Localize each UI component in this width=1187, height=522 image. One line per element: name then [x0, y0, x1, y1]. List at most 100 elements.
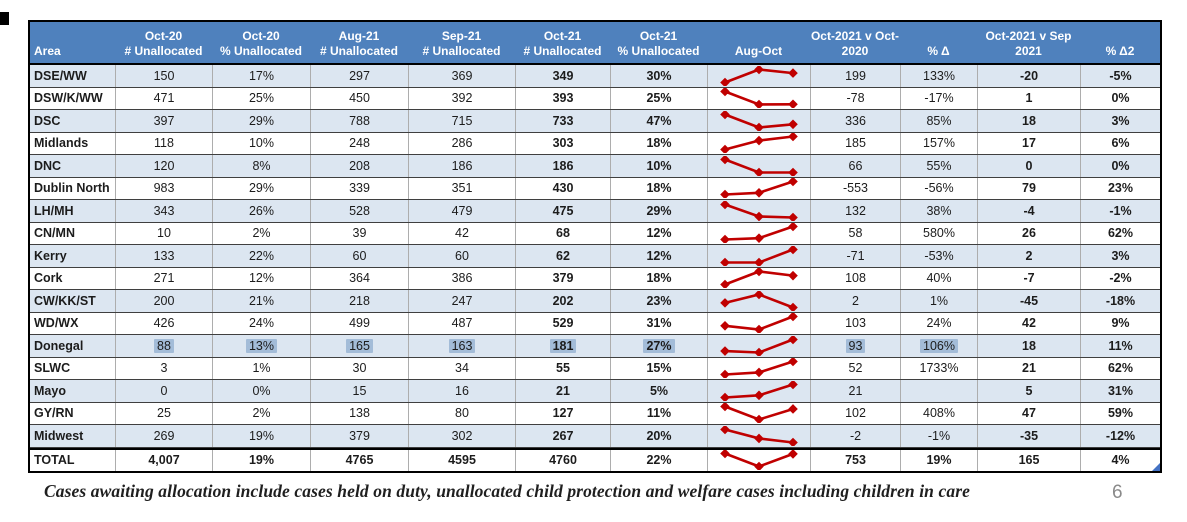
cell-value: 47%	[646, 113, 672, 128]
cell-value: 19%	[248, 453, 275, 468]
cell-value: 59%	[1107, 406, 1134, 421]
cell-aug21: 528	[310, 200, 408, 222]
cell-oct21_n: 267	[515, 425, 610, 447]
cell-sep21: 247	[408, 290, 515, 312]
cell-value: 30	[352, 361, 367, 376]
cell-value: 88	[154, 338, 174, 353]
sparkline-aug-oct	[707, 449, 810, 471]
table-row-dsc: DSC 397 29% 788 715 733 47% 336 85% 18 3%	[30, 110, 1160, 133]
cell-d_sep: -20	[977, 65, 1080, 87]
area-label: WD/WX	[34, 316, 79, 331]
cell-oct20_n: 983	[115, 177, 212, 199]
cell-aug21: 499	[310, 312, 408, 334]
column-header-line2: Aug-Oct	[734, 44, 783, 59]
cell-oct21_p: 23%	[610, 290, 707, 312]
cell-oct20_p: 19%	[212, 449, 310, 471]
cell-value: 118	[154, 136, 174, 151]
cell-d_oct: -2	[810, 425, 900, 447]
cell-value: 27%	[643, 338, 675, 353]
cell-oct21_p: 25%	[610, 87, 707, 109]
cell-value: 11%	[1108, 338, 1133, 353]
area-label: Dublin North	[34, 181, 110, 196]
cell-d_sep_p: 31%	[1080, 380, 1160, 402]
cell-oct21_n: 529	[515, 312, 610, 334]
cell-oct21_p: 10%	[610, 155, 707, 177]
cell-d_sep: 165	[977, 449, 1080, 471]
cell-value: -18%	[1105, 293, 1136, 308]
cell-value: 733	[552, 113, 574, 128]
cell-value: 1733%	[919, 361, 959, 376]
cell-d_oct_p: 580%	[900, 222, 977, 244]
column-header-line2: # Unallocated	[422, 44, 501, 59]
cell-d_sep: 5	[977, 380, 1080, 402]
column-header-line2: # Unallocated	[523, 44, 602, 59]
cell-value: -1%	[927, 428, 951, 443]
cell-value: 5	[1025, 383, 1033, 398]
cell-d_sep: -35	[977, 425, 1080, 447]
cell-sep21: 34	[408, 357, 515, 379]
sparkline-aug-oct	[707, 335, 810, 357]
cell-d_oct_p: 408%	[900, 402, 977, 424]
cell-d_oct: 185	[810, 132, 900, 154]
cell-oct21_n: 21	[515, 380, 610, 402]
cell-oct20_p: 24%	[212, 312, 310, 334]
area-label: DSW/K/WW	[34, 91, 103, 106]
column-header-line1: Oct-2021 v Oct-	[810, 28, 900, 43]
cell-value: 25%	[248, 91, 275, 106]
cell-oct21_p: 12%	[610, 245, 707, 267]
cell-value: 47	[1022, 406, 1036, 421]
column-header-line1: Oct-2021 v Sep	[985, 28, 1072, 43]
cell-value: 15%	[646, 361, 672, 376]
cell-d_oct: 58	[810, 222, 900, 244]
cell-d_sep: -7	[977, 267, 1080, 289]
cell-oct20_n: 10	[115, 222, 212, 244]
cell-aug21: 138	[310, 402, 408, 424]
area-label: Midlands	[34, 136, 89, 151]
cell-value: 40%	[926, 271, 952, 286]
cell-d_oct: 108	[810, 267, 900, 289]
column-header-line2: # Unallocated	[124, 44, 203, 59]
cell-value: 386	[451, 271, 473, 286]
cell-oct20_n: 133	[115, 245, 212, 267]
cell-d_sep_p: 62%	[1080, 222, 1160, 244]
sparkline-aug-oct	[707, 65, 810, 87]
table-row-total: TOTAL 4,007 19% 4765 4595 4760 22% 753 19% 165 4%	[30, 447, 1160, 471]
cell-value: 31%	[646, 316, 672, 331]
cell-value: 157%	[923, 136, 955, 151]
cell-d_sep: 17	[977, 132, 1080, 154]
table-row-donegal: Donegal 88 13% 165 163 181 27% 93 106% 18 11%	[30, 335, 1160, 358]
area-label: CN/MN	[34, 226, 75, 241]
cell-d_sep_p: -5%	[1080, 65, 1160, 87]
cell-oct21_n: 62	[515, 245, 610, 267]
cell-oct21_n: 379	[515, 267, 610, 289]
cell-d_sep_p: 9%	[1080, 312, 1160, 334]
cell-value: 62%	[1107, 361, 1134, 376]
cell-value: 22%	[646, 453, 672, 468]
cell-oct21_p: 29%	[610, 200, 707, 222]
cell-value: 1%	[252, 361, 271, 376]
table-row-slwc: SLWC 3 1% 30 34 55 15% 52 1733% 21 62%	[30, 357, 1160, 380]
cell-value: 39	[352, 226, 367, 241]
table-row-gy-rn: GY/RN 25 2% 138 80 127 11% 102 408% 47 59%	[30, 402, 1160, 425]
cell-value: 3%	[1111, 113, 1130, 128]
cell-value: 52	[848, 361, 863, 376]
cell-oct20_p: 29%	[212, 177, 310, 199]
cell-value: 364	[349, 271, 370, 286]
cell-aug21: 208	[310, 155, 408, 177]
cell-d_oct_p: -17%	[900, 87, 977, 109]
cell-value: -12%	[1105, 428, 1136, 443]
cell-oct20_n: 150	[115, 65, 212, 87]
cell-value: 62%	[1107, 226, 1134, 241]
cell-oct21_n: 202	[515, 290, 610, 312]
cell-oct20_p: 2%	[212, 222, 310, 244]
area-label: Donegal	[34, 338, 84, 353]
cell-oct20_p: 8%	[212, 155, 310, 177]
cell-d_sep: 0	[977, 155, 1080, 177]
unallocated-cases-table: Area Oct-20 # Unallocated Oct-20% Unallocat…	[28, 20, 1162, 473]
cell-sep21: 286	[408, 132, 515, 154]
cell-oct21_p: 20%	[610, 425, 707, 447]
cell-value: 479	[451, 203, 473, 218]
cell-d_sep: 18	[977, 335, 1080, 357]
cell-d_oct: 93	[810, 335, 900, 357]
cell-sep21: 351	[408, 177, 515, 199]
